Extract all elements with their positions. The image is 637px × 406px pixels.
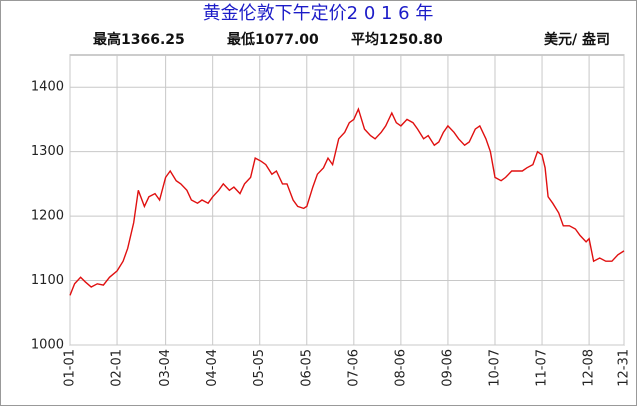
stat: 最高1366.25 <box>93 31 185 48</box>
unit: 美元/ 盎司 <box>544 31 610 48</box>
x-tick-label: 08-06 <box>393 349 408 387</box>
x-tick-label: 02-01 <box>110 349 125 387</box>
x-tick-label: 01-01 <box>63 349 78 387</box>
x-tick-label: 12-08 <box>582 349 597 387</box>
x-tick-label: 10-07 <box>487 349 502 387</box>
plot-area <box>69 54 625 346</box>
y-tick-label: 1100 <box>31 273 64 288</box>
x-tick-label: 09-06 <box>440 349 455 387</box>
y-tick-label: 1300 <box>31 144 64 159</box>
x-tick-label: 05-05 <box>252 349 267 387</box>
x-tick-label: 06-05 <box>299 349 314 387</box>
y-tick-label: 1200 <box>31 209 64 224</box>
x-tick-label: 11-07 <box>535 349 550 387</box>
x-tick-label: 04-04 <box>205 349 220 387</box>
price-line <box>69 107 625 296</box>
y-tick-label: 1000 <box>31 338 64 353</box>
chart-title: 黄金伦敦下午定价2 0 1 6 年 <box>203 3 434 24</box>
x-tick-label: 07-06 <box>346 349 361 387</box>
stat: 平均1250.80 <box>351 31 443 48</box>
y-tick-label: 1400 <box>31 80 64 95</box>
x-tick-label: 12-31 <box>617 349 632 387</box>
stat: 最低1077.00 <box>227 31 319 48</box>
x-tick-label: 03-04 <box>158 349 173 387</box>
